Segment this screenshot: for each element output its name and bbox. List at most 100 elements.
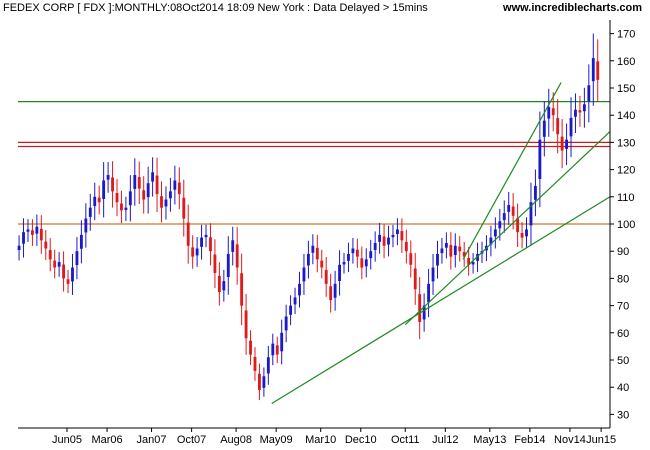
candle-body	[289, 305, 293, 315]
candle-body	[209, 237, 212, 252]
candle-body	[249, 340, 252, 355]
candle-body	[280, 332, 284, 352]
candle-body	[44, 241, 48, 249]
candle-body	[355, 249, 359, 257]
candle-body	[160, 196, 163, 208]
y-tick-label: 60	[617, 328, 629, 340]
y-tick-label: 170	[617, 29, 635, 41]
candle-body	[315, 247, 319, 260]
candle-body	[351, 248, 355, 254]
candle-body	[538, 139, 542, 179]
candle-body	[347, 253, 350, 261]
candle-body	[164, 199, 168, 207]
candle-body	[458, 246, 462, 252]
y-tick-label: 90	[617, 246, 629, 258]
candle-body	[373, 243, 377, 250]
candle-body	[387, 237, 390, 245]
candle-body	[551, 108, 555, 116]
x-tick-label: May09	[260, 434, 293, 446]
y-tick-label: 100	[617, 219, 635, 231]
candle-body	[489, 237, 493, 245]
candle-body	[266, 357, 270, 374]
candle-body	[53, 260, 57, 268]
candle-body	[137, 177, 141, 189]
candle-body	[120, 203, 123, 211]
candle-body	[324, 269, 328, 284]
site-label: www.incrediblecharts.com	[503, 2, 642, 14]
x-tick-label: Mar10	[305, 434, 336, 446]
candle-body	[106, 175, 110, 180]
candle-body	[71, 267, 74, 282]
candle-body	[333, 283, 337, 298]
candle-body	[168, 191, 172, 199]
candle-body	[422, 305, 426, 320]
candle-body	[115, 192, 119, 203]
candle-body	[574, 109, 577, 117]
candle-body	[431, 267, 435, 282]
candle-body	[427, 283, 431, 303]
candle-body	[565, 139, 568, 149]
candle-body	[329, 286, 333, 301]
candle-body	[511, 206, 515, 216]
x-tick-label: Jan07	[137, 434, 167, 446]
y-tick-label: 140	[617, 110, 635, 122]
candle-body	[151, 172, 155, 182]
candle-body	[596, 61, 600, 80]
x-tick-label: Aug08	[220, 434, 252, 446]
candle-body	[57, 262, 61, 267]
y-tick-label: 80	[617, 273, 629, 285]
candle-body	[320, 260, 324, 268]
candle-body	[182, 197, 186, 219]
x-tick-label: Mar06	[91, 434, 122, 446]
x-tick-label: Jul12	[432, 434, 458, 446]
candle-body	[213, 254, 217, 273]
candle-body	[75, 251, 79, 266]
candle-body	[582, 104, 586, 112]
y-tick-label: 50	[617, 355, 629, 367]
candle-body	[128, 191, 132, 206]
y-tick-label: 110	[617, 192, 635, 204]
axes: 30 40 50 60 70 80 90 100 110 120 130 140 150 160 170 Ju…	[18, 20, 635, 446]
y-tick-label: 130	[617, 137, 635, 149]
candle-body	[142, 190, 146, 200]
candle-body	[235, 244, 239, 268]
candle-body	[449, 245, 453, 257]
candle-body	[338, 264, 341, 281]
candle-body	[578, 110, 582, 113]
candle-body	[467, 257, 471, 265]
candle-body	[471, 262, 475, 265]
candle-body	[547, 107, 551, 119]
candle-body	[587, 85, 591, 102]
candle-body	[520, 232, 524, 238]
candle-body	[88, 207, 92, 217]
trendline	[462, 82, 562, 260]
candle-body	[30, 230, 34, 235]
candle-body	[409, 253, 413, 265]
candle-body	[200, 237, 203, 247]
candle-body	[529, 202, 533, 226]
candle-body	[275, 345, 279, 355]
candle-body	[240, 273, 244, 306]
candle-body	[302, 267, 306, 282]
x-tick-label: Dec10	[345, 434, 377, 446]
candle-body	[360, 258, 364, 268]
candle-body	[369, 251, 373, 259]
trendline	[271, 196, 611, 405]
x-tick-label: Nov14	[554, 434, 586, 446]
candle-body	[111, 177, 114, 192]
trendlines	[271, 82, 611, 405]
candle-body	[404, 241, 408, 252]
candle-body	[66, 279, 70, 284]
candle-body	[35, 226, 39, 234]
candles	[17, 33, 600, 401]
candle-body	[258, 373, 261, 390]
reference-lines	[18, 100, 610, 225]
candle-body	[231, 240, 235, 252]
candle-body	[217, 275, 221, 292]
candle-body	[293, 297, 297, 305]
y-tick-label: 120	[617, 165, 635, 177]
candle-body	[569, 117, 573, 137]
y-tick-label: 70	[617, 301, 629, 313]
